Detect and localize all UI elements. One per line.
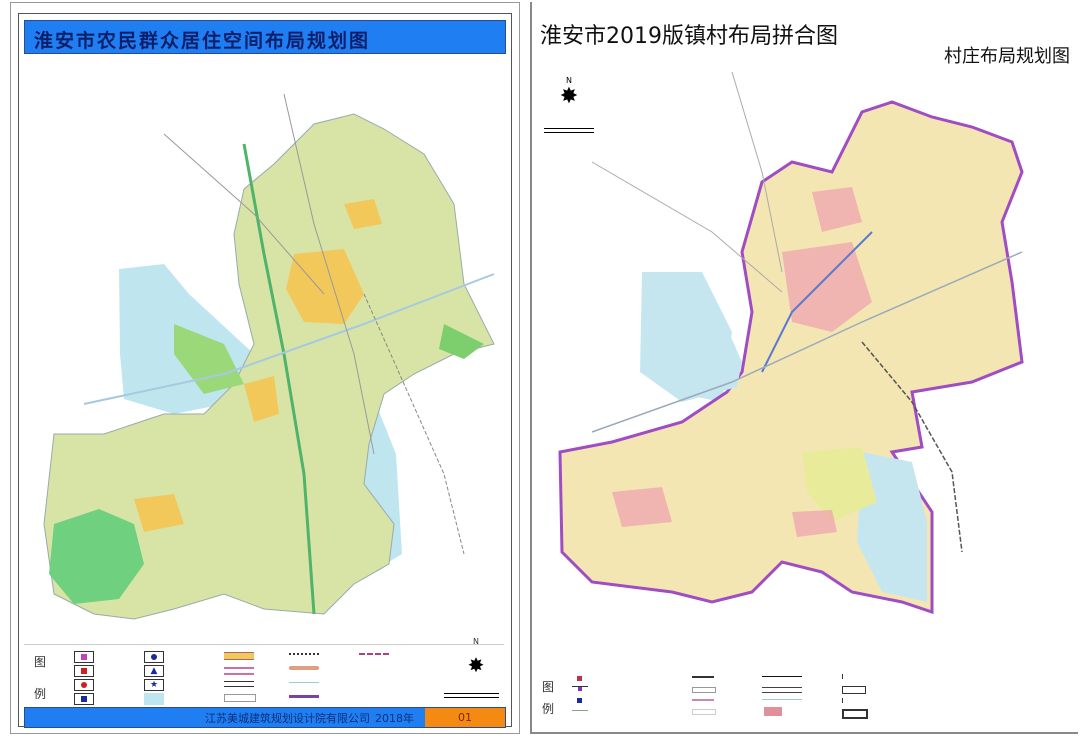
- legend-symbol-urban: [764, 707, 782, 716]
- legend-line-minor-road: [224, 694, 256, 702]
- left-map-canvas[interactable]: [24, 54, 504, 644]
- legend-symbol-star: ★: [144, 679, 164, 691]
- legend-line-planned-rail: [289, 666, 319, 670]
- legend-symbol-triangle: ▲: [144, 665, 164, 677]
- legend-symbol-magenta-square: [74, 651, 94, 663]
- legend-line-national-road: [224, 667, 254, 675]
- urban-north: [812, 187, 862, 232]
- footer-organization: 江苏美城建筑规划设计院有限公司: [205, 712, 370, 725]
- green-zone: [802, 447, 877, 522]
- legend-line-river: [762, 699, 802, 700]
- north-label-right: N: [566, 76, 572, 85]
- rail-line: [861, 341, 963, 553]
- legend-heading-1: 图: [34, 655, 47, 669]
- legend-line-rail: [289, 653, 319, 658]
- legend-line-expressway: [842, 686, 866, 694]
- right-map-canvas[interactable]: [532, 71, 1078, 662]
- urban-north: [344, 199, 382, 229]
- legend-symbol-red-square: [74, 665, 94, 677]
- legend-symbol-red: [577, 676, 582, 681]
- legend-symbol-water: [144, 693, 164, 705]
- legend-heading-2: 例: [34, 687, 47, 701]
- footer-year: 2018年: [375, 712, 414, 725]
- legend-symbol-blue: [577, 698, 582, 703]
- urban-south: [792, 510, 837, 537]
- compass-rose-icon: ✸: [559, 84, 579, 109]
- legend-line-road: [692, 687, 716, 693]
- right-legend: 图 例: [532, 666, 1078, 726]
- legend-line-railway: [842, 709, 868, 719]
- legend-symbol-red-dot: [74, 679, 94, 691]
- left-map-panel: 淮安市农民群众居住空间布局规划图 图: [10, 2, 520, 734]
- right-map-panel: 淮安市2019版镇村布局拼合图 村庄布局规划图 N ✸ 图 例: [530, 2, 1078, 734]
- legend-heading-2: 例: [542, 702, 555, 716]
- legend-line-rail: [692, 676, 714, 678]
- city-boundary-land: [43, 113, 495, 620]
- road-line: [163, 133, 325, 295]
- urban-core: [286, 249, 364, 324]
- legend-line-road: [224, 681, 254, 687]
- scale-bar: [544, 128, 594, 133]
- legend-line-county: [842, 674, 865, 679]
- legend-symbol-purple: [572, 686, 588, 693]
- legend-line-boundary: [762, 676, 802, 677]
- legend-line-road-2: [762, 687, 802, 693]
- legend-line-dashed: [359, 653, 389, 657]
- legend-line-river: [289, 682, 319, 683]
- legend-symbol-blue-square: [74, 693, 94, 705]
- lake-hongze-inner: [640, 272, 742, 402]
- urban-sw: [612, 487, 672, 527]
- legend-line-town: [842, 698, 865, 703]
- highway-line: [83, 273, 495, 405]
- legend-line-highway: [224, 652, 254, 660]
- highway-line: [591, 251, 1023, 433]
- green-belt: [174, 324, 244, 394]
- urban-sw: [134, 494, 184, 532]
- urban-core: [782, 242, 872, 332]
- road-line: [283, 93, 375, 455]
- city-boundary: [558, 100, 1024, 615]
- legend-symbol-blue-dot: [144, 651, 164, 663]
- legend-symbol-green: [572, 710, 588, 711]
- left-map-frame: 淮安市农民群众居住空间布局规划图 图: [18, 13, 512, 728]
- compass-rose-icon: ✸: [467, 653, 485, 677]
- green-east: [439, 324, 484, 359]
- road-line: [731, 71, 783, 273]
- legend-line-boundary: [289, 695, 319, 698]
- north-label: N: [473, 637, 479, 646]
- east-water: [857, 452, 927, 602]
- legend-heading-1: 图: [542, 680, 555, 694]
- left-footer-bar: 江苏美城建筑规划设计院有限公司 2018年 01: [24, 707, 506, 728]
- left-map-title: 淮安市农民群众居住空间布局规划图: [34, 30, 371, 52]
- left-legend: 图 例 ▲ ★ ✸ N: [24, 637, 504, 707]
- road-line: [591, 161, 783, 293]
- forest-area: [49, 509, 144, 604]
- urban-south: [244, 376, 279, 422]
- legend-line-national: [692, 699, 714, 701]
- canal-line: [761, 231, 873, 373]
- scale-bar: [444, 693, 499, 698]
- right-map-title: 淮安市2019版镇村布局拼合图: [540, 24, 838, 49]
- sheet-number: 01: [425, 708, 505, 727]
- left-title-bar: 淮安市农民群众居住空间布局规划图: [24, 20, 506, 54]
- rail-line: [363, 293, 465, 555]
- legend-line-minor: [692, 709, 716, 715]
- right-map-subtitle: 村庄布局规划图: [944, 46, 1070, 67]
